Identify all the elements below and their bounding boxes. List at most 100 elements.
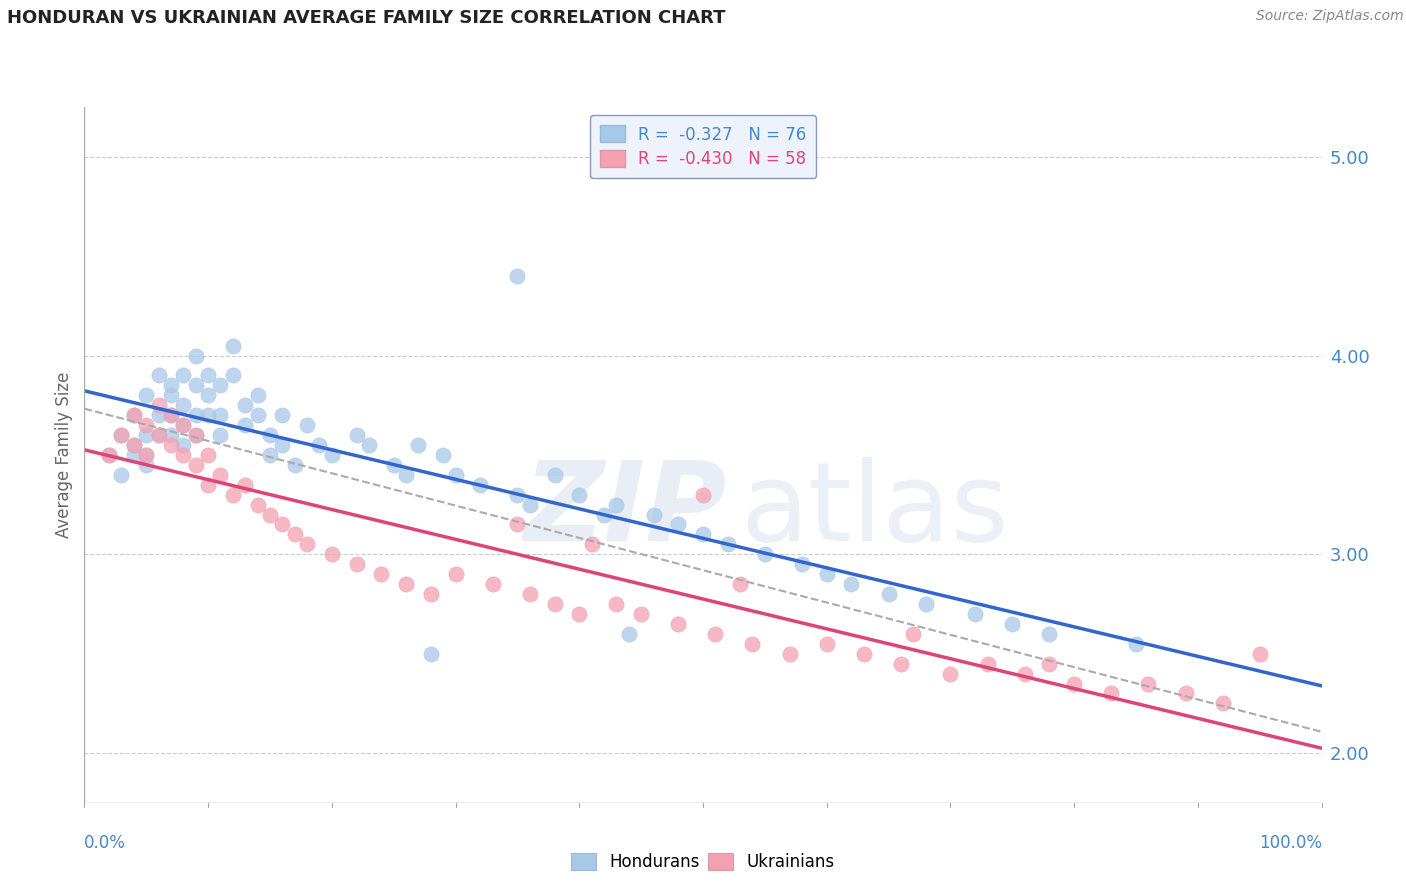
Point <box>741 637 763 651</box>
Point <box>395 577 418 591</box>
Point <box>233 477 256 491</box>
Point <box>321 448 343 462</box>
Point <box>704 627 727 641</box>
Point <box>1063 676 1085 690</box>
Point <box>197 388 219 402</box>
Point <box>419 587 441 601</box>
Point <box>852 647 875 661</box>
Point <box>122 438 145 452</box>
Text: HONDURAN VS UKRAINIAN AVERAGE FAMILY SIZE CORRELATION CHART: HONDURAN VS UKRAINIAN AVERAGE FAMILY SIZ… <box>7 9 725 27</box>
Point <box>1038 627 1060 641</box>
Point <box>135 458 157 472</box>
Point <box>284 527 307 541</box>
Point <box>122 408 145 422</box>
Point <box>209 428 232 442</box>
Point <box>506 517 529 532</box>
Point <box>543 597 565 611</box>
Point <box>148 428 170 442</box>
Point <box>914 597 936 611</box>
Point <box>444 467 467 482</box>
Text: 0.0%: 0.0% <box>84 834 127 852</box>
Point <box>259 508 281 522</box>
Point <box>395 467 418 482</box>
Point <box>284 458 307 472</box>
Point <box>135 448 157 462</box>
Point <box>890 657 912 671</box>
Point <box>717 537 740 551</box>
Point <box>184 349 207 363</box>
Point <box>1249 647 1271 661</box>
Point <box>110 428 132 442</box>
Point <box>692 488 714 502</box>
Point <box>643 508 665 522</box>
Point <box>1099 686 1122 700</box>
Point <box>259 428 281 442</box>
Point <box>605 498 627 512</box>
Point <box>233 398 256 412</box>
Point <box>790 558 813 572</box>
Point <box>197 477 219 491</box>
Point <box>135 448 157 462</box>
Point <box>246 388 269 402</box>
Point <box>1137 676 1160 690</box>
Point <box>246 498 269 512</box>
Point <box>903 627 925 641</box>
Point <box>160 408 183 422</box>
Point <box>666 616 689 631</box>
Point <box>308 438 330 452</box>
Point <box>259 448 281 462</box>
Point <box>160 378 183 392</box>
Point <box>1125 637 1147 651</box>
Point <box>160 388 183 402</box>
Point <box>172 448 194 462</box>
Y-axis label: Average Family Size: Average Family Size <box>55 372 73 538</box>
Point <box>172 418 194 433</box>
Point <box>98 448 121 462</box>
Point <box>135 428 157 442</box>
Text: 100.0%: 100.0% <box>1258 834 1322 852</box>
Point <box>172 438 194 452</box>
Point <box>222 338 245 352</box>
Point <box>184 378 207 392</box>
Point <box>519 498 541 512</box>
Point <box>506 268 529 283</box>
Point <box>148 428 170 442</box>
Point <box>122 438 145 452</box>
Point <box>271 438 294 452</box>
Point <box>184 458 207 472</box>
Point <box>605 597 627 611</box>
Point <box>172 398 194 412</box>
Point <box>271 517 294 532</box>
Point <box>1001 616 1024 631</box>
Text: Source: ZipAtlas.com: Source: ZipAtlas.com <box>1256 9 1403 23</box>
Point <box>568 607 591 621</box>
Point <box>470 477 492 491</box>
Point <box>197 368 219 383</box>
Point <box>246 408 269 422</box>
Point <box>271 408 294 422</box>
Point <box>160 428 183 442</box>
Text: atlas: atlas <box>740 457 1008 564</box>
Point <box>295 418 318 433</box>
Point <box>408 438 430 452</box>
Point <box>172 418 194 433</box>
Point <box>122 408 145 422</box>
Point <box>135 388 157 402</box>
Point <box>295 537 318 551</box>
Point <box>815 567 838 582</box>
Point <box>222 368 245 383</box>
Point <box>122 448 145 462</box>
Point <box>965 607 987 621</box>
Point <box>209 408 232 422</box>
Point <box>184 428 207 442</box>
Text: ZIP: ZIP <box>524 457 728 564</box>
Point <box>346 428 368 442</box>
Point <box>568 488 591 502</box>
Point <box>209 378 232 392</box>
Point <box>110 467 132 482</box>
Point <box>815 637 838 651</box>
Point <box>209 467 232 482</box>
Point <box>1212 697 1234 711</box>
Point <box>1014 666 1036 681</box>
Point <box>519 587 541 601</box>
